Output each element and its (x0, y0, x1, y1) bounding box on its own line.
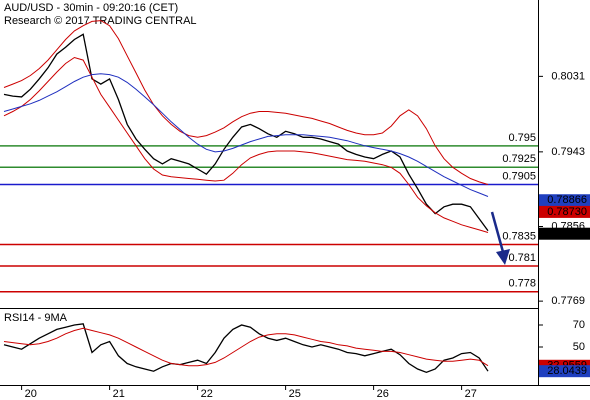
price-tag (539, 194, 590, 207)
level-label: 0.795 (508, 132, 536, 144)
indicator-line (3, 327, 489, 367)
arrow-shaft (490, 211, 505, 253)
x-tick-label: 25 (289, 388, 301, 400)
price-tag-label: 28.0439 (547, 365, 587, 377)
price-line (3, 33, 489, 232)
price-tag (539, 227, 590, 240)
level-label: 0.7925 (502, 153, 536, 165)
indicator-line (3, 73, 489, 197)
y-tick-label: 0.7769 (551, 295, 585, 307)
level-label: 0.7835 (502, 230, 536, 242)
indicator-line (3, 20, 489, 185)
level-label: 0.778 (508, 278, 536, 290)
x-tick-label: 22 (201, 388, 213, 400)
panel-title: RSI14 - 9MA (4, 312, 68, 324)
y-tick-label: 0.8031 (551, 70, 585, 82)
x-tick-label: 20 (25, 388, 37, 400)
y-tick-label: 50 (573, 341, 585, 353)
chart-title: AUD/USD - 30min - 09:20:16 (CET) (4, 2, 178, 14)
x-tick-label: 27 (465, 388, 477, 400)
level-label: 0.781 (508, 252, 536, 264)
plot: 0.80310.79430.78560.77690.7950.79250.790… (0, 20, 590, 400)
price-tag-label: 0.78730 (547, 206, 587, 218)
x-tick-label: 26 (377, 388, 389, 400)
arrow-head (496, 249, 510, 265)
y-tick-label: 0.7943 (551, 146, 585, 158)
price-tag (539, 365, 590, 378)
forecast-arrow (490, 211, 510, 265)
price-tag (539, 205, 590, 218)
indicator-line (3, 56, 489, 233)
x-tick-label: 21 (113, 388, 125, 400)
price-tag-label: 0.78866 (547, 194, 587, 206)
price-tag-label: 0.78476 (547, 228, 587, 240)
level-label: 0.7905 (502, 170, 536, 182)
y-tick-label: 70 (573, 319, 585, 331)
